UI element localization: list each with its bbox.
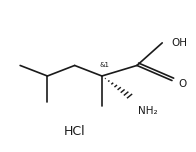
Text: OH: OH xyxy=(171,38,187,48)
Text: &1: &1 xyxy=(100,62,110,68)
Text: NH₂: NH₂ xyxy=(138,106,158,116)
Text: O: O xyxy=(179,79,187,89)
Text: HCl: HCl xyxy=(64,125,85,138)
